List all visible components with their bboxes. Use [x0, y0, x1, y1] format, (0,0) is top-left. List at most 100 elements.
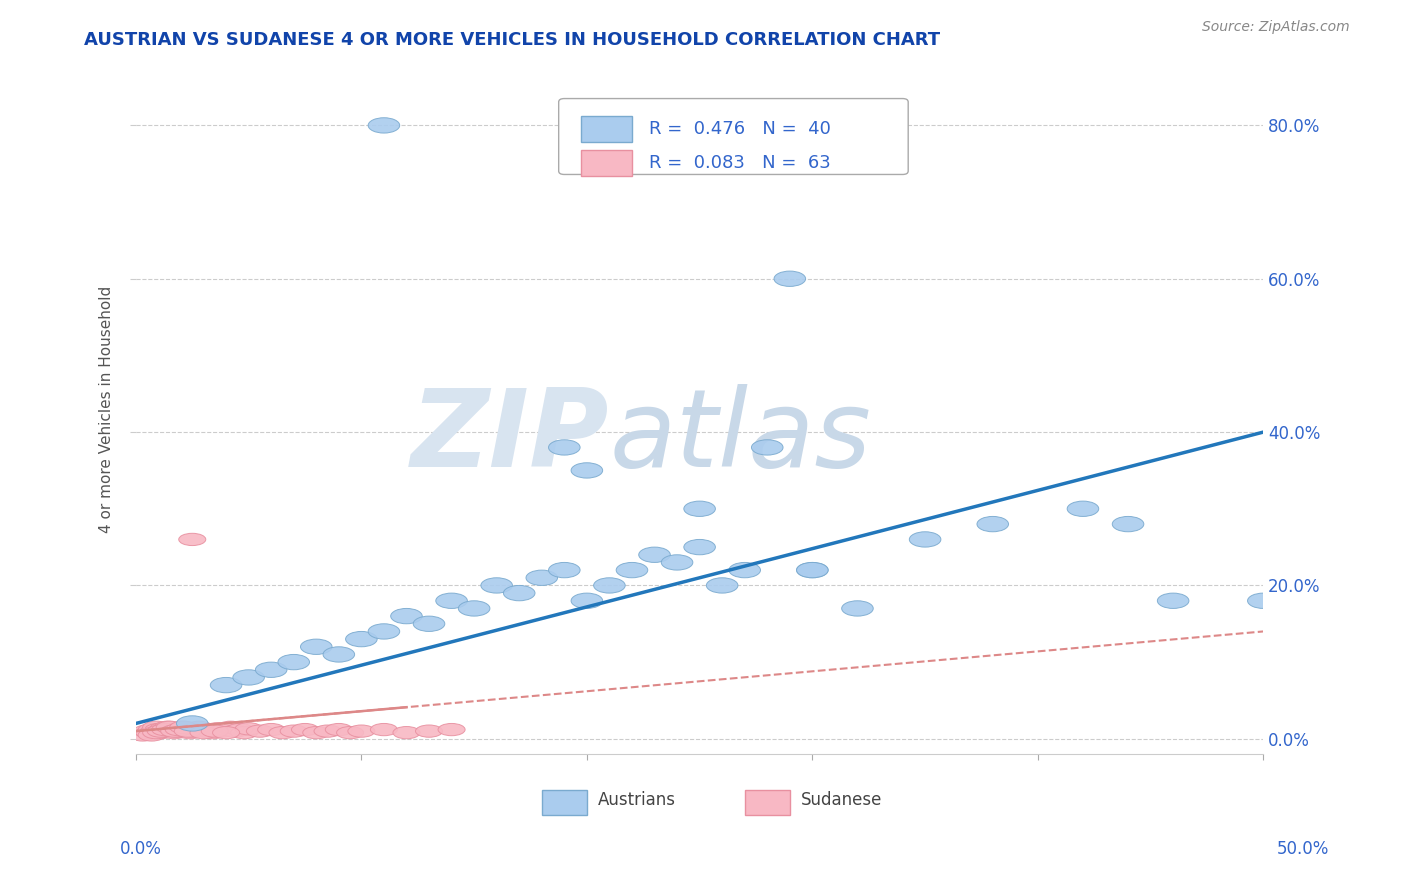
Ellipse shape [129, 729, 156, 741]
Ellipse shape [683, 501, 716, 516]
Text: atlas: atlas [609, 384, 872, 489]
FancyBboxPatch shape [745, 790, 790, 815]
Text: AUSTRIAN VS SUDANESE 4 OR MORE VEHICLES IN HOUSEHOLD CORRELATION CHART: AUSTRIAN VS SUDANESE 4 OR MORE VEHICLES … [84, 31, 941, 49]
Ellipse shape [301, 639, 332, 655]
Text: 50.0%: 50.0% [1277, 840, 1329, 858]
Ellipse shape [683, 540, 716, 555]
Ellipse shape [336, 726, 364, 739]
Ellipse shape [212, 726, 239, 739]
Ellipse shape [481, 578, 512, 593]
Ellipse shape [163, 723, 190, 735]
Ellipse shape [142, 721, 170, 733]
Text: R =  0.476   N =  40: R = 0.476 N = 40 [650, 120, 831, 137]
Ellipse shape [160, 726, 188, 739]
Ellipse shape [141, 725, 167, 738]
Ellipse shape [181, 725, 208, 738]
Ellipse shape [458, 601, 489, 616]
Ellipse shape [436, 593, 467, 608]
Ellipse shape [977, 516, 1008, 532]
Text: Austrians: Austrians [598, 791, 676, 809]
Ellipse shape [1247, 593, 1279, 608]
Ellipse shape [370, 723, 398, 736]
Ellipse shape [134, 725, 160, 738]
Ellipse shape [235, 723, 262, 735]
Text: Sudanese: Sudanese [801, 791, 883, 809]
Ellipse shape [165, 725, 193, 738]
Ellipse shape [148, 725, 174, 738]
Ellipse shape [142, 726, 170, 739]
Ellipse shape [797, 563, 828, 578]
Ellipse shape [152, 723, 179, 736]
FancyBboxPatch shape [581, 116, 631, 142]
Ellipse shape [217, 721, 245, 733]
Ellipse shape [156, 723, 183, 736]
Ellipse shape [179, 723, 205, 735]
Ellipse shape [200, 726, 226, 739]
Ellipse shape [233, 670, 264, 685]
Ellipse shape [172, 725, 200, 738]
Text: 0.0%: 0.0% [120, 840, 162, 858]
Ellipse shape [548, 440, 581, 455]
Ellipse shape [269, 726, 297, 739]
Ellipse shape [291, 723, 319, 736]
Ellipse shape [728, 563, 761, 578]
Text: Source: ZipAtlas.com: Source: ZipAtlas.com [1202, 20, 1350, 34]
Ellipse shape [177, 715, 208, 731]
Ellipse shape [156, 721, 183, 733]
Ellipse shape [208, 725, 235, 738]
Ellipse shape [246, 725, 273, 738]
FancyBboxPatch shape [558, 98, 908, 175]
Ellipse shape [503, 585, 536, 601]
Ellipse shape [391, 608, 422, 624]
Ellipse shape [346, 632, 377, 647]
Ellipse shape [204, 723, 231, 735]
Ellipse shape [222, 725, 249, 738]
Ellipse shape [775, 271, 806, 286]
Ellipse shape [1067, 501, 1098, 516]
Ellipse shape [226, 723, 253, 736]
Ellipse shape [910, 532, 941, 547]
Ellipse shape [638, 547, 671, 563]
Ellipse shape [177, 726, 204, 739]
Ellipse shape [152, 725, 179, 738]
Ellipse shape [706, 578, 738, 593]
FancyBboxPatch shape [581, 150, 631, 177]
Ellipse shape [136, 726, 163, 739]
Ellipse shape [1112, 516, 1144, 532]
Ellipse shape [138, 729, 165, 741]
Ellipse shape [153, 721, 181, 733]
Ellipse shape [571, 463, 603, 478]
Ellipse shape [347, 725, 375, 738]
Ellipse shape [170, 721, 197, 733]
Ellipse shape [174, 723, 201, 736]
Ellipse shape [190, 725, 217, 738]
Ellipse shape [149, 723, 177, 735]
Ellipse shape [661, 555, 693, 570]
Ellipse shape [368, 118, 399, 133]
Ellipse shape [751, 440, 783, 455]
Text: R =  0.083   N =  63: R = 0.083 N = 63 [650, 154, 831, 172]
Ellipse shape [194, 723, 222, 736]
Ellipse shape [280, 725, 308, 738]
Ellipse shape [138, 723, 165, 736]
Ellipse shape [302, 726, 330, 739]
Ellipse shape [257, 723, 284, 736]
Ellipse shape [439, 723, 465, 736]
Ellipse shape [167, 723, 194, 736]
Ellipse shape [416, 725, 443, 738]
Ellipse shape [413, 616, 444, 632]
Ellipse shape [314, 725, 342, 738]
Ellipse shape [201, 725, 228, 738]
Ellipse shape [526, 570, 558, 585]
Y-axis label: 4 or more Vehicles in Household: 4 or more Vehicles in Household [100, 285, 114, 533]
Ellipse shape [323, 647, 354, 662]
Ellipse shape [593, 578, 626, 593]
Ellipse shape [571, 593, 603, 608]
Ellipse shape [148, 726, 174, 739]
Ellipse shape [165, 723, 193, 736]
Ellipse shape [145, 723, 172, 736]
Ellipse shape [186, 721, 212, 733]
Text: ZIP: ZIP [411, 384, 609, 490]
Ellipse shape [160, 725, 188, 738]
Ellipse shape [211, 677, 242, 693]
